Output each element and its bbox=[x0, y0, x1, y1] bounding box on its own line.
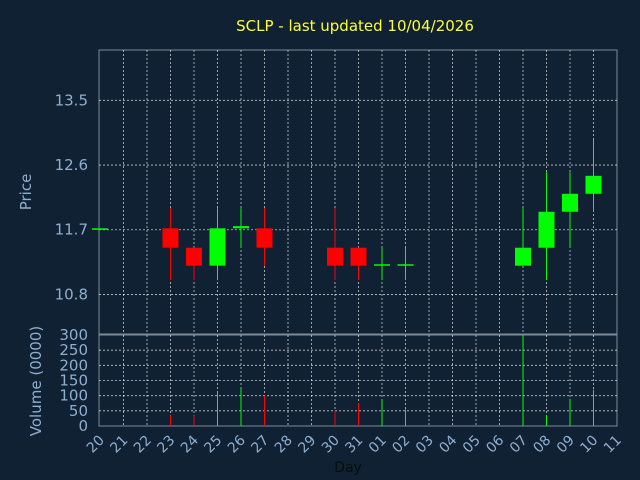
x-tick-label: 24 bbox=[178, 432, 202, 456]
x-tick-label: 26 bbox=[225, 432, 249, 456]
price-y-ticks: 10.8 11.7 12.6 13.5 bbox=[55, 91, 88, 303]
candle-body bbox=[233, 226, 249, 229]
volume-tick-label: 50 bbox=[69, 402, 88, 420]
volume-tick-label: 200 bbox=[59, 356, 88, 374]
price-axis-label: Price bbox=[17, 174, 35, 211]
candle-body bbox=[515, 247, 531, 266]
candle-body bbox=[585, 175, 602, 194]
x-tick-label: 28 bbox=[272, 433, 296, 457]
x-tick-label: 21 bbox=[107, 433, 131, 457]
candle-body bbox=[350, 247, 367, 266]
x-tick-label: 22 bbox=[131, 433, 155, 457]
x-tick-label: 25 bbox=[201, 433, 225, 457]
chart-title: SCLP - last updated 10/04/2026 bbox=[236, 17, 474, 35]
x-tick-label: 02 bbox=[389, 433, 413, 457]
price-panel: 10.8 11.7 12.6 13.5 bbox=[55, 49, 618, 335]
volume-axis-label: Volume (0000) bbox=[27, 326, 45, 436]
price-tick-label: 11.7 bbox=[55, 221, 88, 239]
candle-body bbox=[538, 211, 555, 248]
x-tick-label: 03 bbox=[413, 433, 437, 457]
candle-body bbox=[374, 264, 390, 266]
price-plot-frame bbox=[98, 49, 618, 335]
price-tick-label: 12.6 bbox=[55, 156, 88, 174]
candle-body bbox=[162, 228, 179, 248]
x-tick-label: 11 bbox=[601, 433, 625, 457]
candles bbox=[92, 139, 602, 281]
x-tick-label: 10 bbox=[577, 433, 601, 457]
x-tick-label: 20 bbox=[84, 433, 108, 457]
x-tick-label: 01 bbox=[366, 433, 390, 457]
volume-grid bbox=[99, 335, 617, 426]
x-tick-label: 06 bbox=[483, 432, 507, 456]
candle-body bbox=[256, 228, 273, 248]
x-tick-label: 23 bbox=[154, 433, 178, 457]
price-grid bbox=[99, 50, 617, 334]
x-tick-label: 31 bbox=[342, 433, 366, 457]
volume-tick-label: 300 bbox=[59, 326, 88, 344]
x-tick-label: 08 bbox=[530, 433, 554, 457]
x-tick-label: 09 bbox=[554, 433, 578, 457]
volume-tick-label: 100 bbox=[59, 387, 88, 405]
x-tick-label: 04 bbox=[436, 432, 460, 456]
volume-bars bbox=[170, 335, 594, 426]
candle-body bbox=[92, 228, 108, 230]
candle-body bbox=[209, 228, 226, 266]
x-tick-label: 29 bbox=[295, 433, 319, 457]
candle-body bbox=[186, 247, 202, 266]
x-tick-label: 07 bbox=[507, 433, 531, 457]
x-tick-label: 27 bbox=[248, 433, 272, 457]
x-tick-label: 30 bbox=[319, 433, 343, 457]
price-tick-label: 13.5 bbox=[55, 91, 88, 109]
volume-tick-label: 250 bbox=[59, 341, 88, 359]
candle-body bbox=[397, 264, 414, 266]
x-axis-label: Day bbox=[334, 460, 362, 476]
x-tick-labels: 20 21 22 23 24 25 26 27 28 29 30 31 01 02 03 04 05 06 07 08… bbox=[84, 432, 625, 456]
x-tick-label: 05 bbox=[460, 433, 484, 457]
candle-body bbox=[327, 247, 343, 266]
price-tick-label: 10.8 bbox=[55, 285, 88, 303]
volume-tick-label: 0 bbox=[78, 417, 88, 435]
volume-tick-label: 150 bbox=[59, 372, 88, 390]
candle-body bbox=[562, 193, 578, 212]
